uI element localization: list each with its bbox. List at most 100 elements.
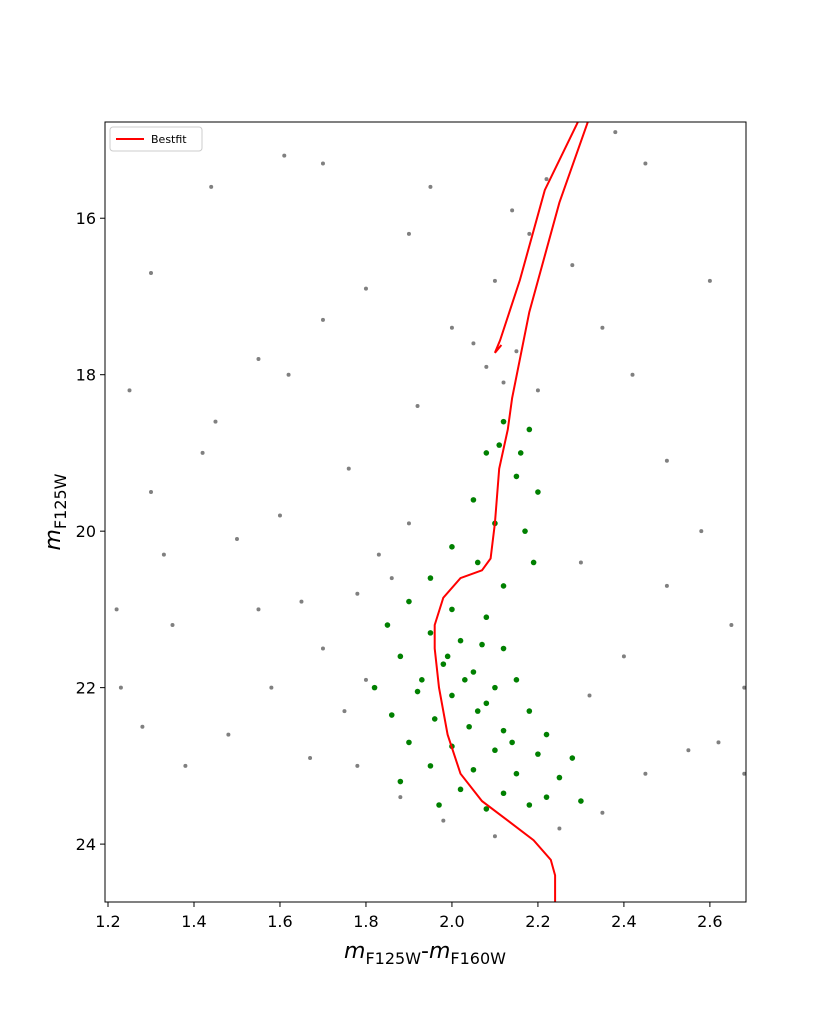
x-tick-label: 1.8 <box>353 912 378 931</box>
point <box>320 317 325 322</box>
point <box>384 622 391 628</box>
point <box>527 231 532 236</box>
point <box>114 607 119 612</box>
point <box>308 756 313 761</box>
point <box>569 755 576 761</box>
point <box>277 513 282 518</box>
point <box>630 372 635 377</box>
point <box>397 778 404 785</box>
y-tick-label: 24 <box>76 835 96 854</box>
point <box>427 630 434 636</box>
x-tick-label: 1.2 <box>95 912 120 931</box>
x-tick-label: 2.6 <box>697 912 722 931</box>
point <box>419 677 425 683</box>
point <box>436 802 442 808</box>
point <box>578 798 584 804</box>
point <box>406 231 411 236</box>
point <box>510 208 515 213</box>
point <box>457 637 464 644</box>
point <box>716 740 721 745</box>
point <box>457 786 464 793</box>
point <box>256 357 261 362</box>
y-tick-label: 16 <box>76 209 96 228</box>
point <box>530 559 537 566</box>
point <box>500 583 507 589</box>
point <box>449 606 455 613</box>
point <box>543 794 550 800</box>
point <box>526 708 533 714</box>
point <box>509 739 515 746</box>
point <box>449 692 455 699</box>
point <box>170 623 175 628</box>
point <box>474 559 481 566</box>
point <box>613 130 618 135</box>
point <box>213 419 218 424</box>
point <box>492 747 498 754</box>
point <box>355 763 360 768</box>
point <box>578 560 583 565</box>
point <box>664 458 669 463</box>
x-tick-label: 1.4 <box>181 912 206 931</box>
point <box>699 529 704 534</box>
point <box>664 583 669 588</box>
point <box>600 810 605 815</box>
point <box>440 661 447 667</box>
point <box>406 598 412 605</box>
point <box>535 388 540 393</box>
point <box>686 748 691 753</box>
point <box>397 653 404 660</box>
point <box>388 712 395 718</box>
point <box>140 724 145 729</box>
point <box>269 685 274 690</box>
point <box>118 685 123 690</box>
point <box>470 669 477 675</box>
point <box>513 473 520 480</box>
point <box>496 442 503 448</box>
point <box>161 552 166 557</box>
point <box>256 607 261 612</box>
point <box>535 489 541 495</box>
point <box>513 677 520 683</box>
point <box>389 576 394 581</box>
point <box>474 708 481 714</box>
point <box>621 654 626 659</box>
point <box>470 766 477 773</box>
point <box>363 286 368 291</box>
point <box>483 614 490 621</box>
point <box>342 709 347 714</box>
point <box>234 536 239 541</box>
point <box>149 490 154 495</box>
point <box>556 774 563 781</box>
point <box>483 806 490 812</box>
point <box>427 763 434 769</box>
point <box>209 184 214 189</box>
point <box>299 599 304 604</box>
point <box>492 834 497 839</box>
point <box>500 790 507 797</box>
point <box>514 349 519 354</box>
point <box>522 528 528 534</box>
point <box>643 161 648 166</box>
legend-label: Bestfit <box>151 133 187 146</box>
point <box>470 497 477 503</box>
point <box>415 403 420 408</box>
point <box>544 177 549 182</box>
point <box>557 826 562 831</box>
point <box>526 426 533 433</box>
point <box>600 325 605 330</box>
x-tick-label: 1.6 <box>267 912 292 931</box>
point <box>513 770 520 777</box>
point <box>449 544 455 550</box>
point <box>149 270 154 275</box>
point <box>398 795 403 800</box>
point <box>500 727 507 734</box>
point <box>444 653 451 660</box>
point <box>355 591 360 596</box>
point <box>587 693 592 698</box>
point <box>500 645 507 652</box>
point <box>320 161 325 166</box>
point <box>535 751 541 757</box>
point <box>406 521 411 526</box>
point <box>526 802 533 808</box>
